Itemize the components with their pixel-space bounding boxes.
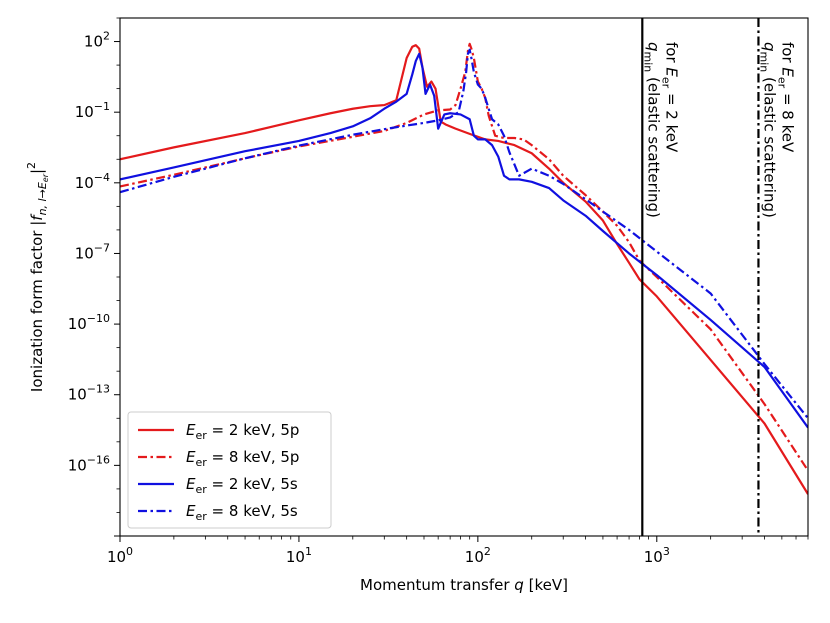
legend-label-1: Eer = 2 keV, 5p xyxy=(186,421,299,442)
qmin-label-2-line1: qmin (elastic scattering) xyxy=(757,42,778,218)
series-line-4 xyxy=(120,48,808,419)
legend-label-3: Eer = 2 keV, 5s xyxy=(186,475,298,496)
legend-box xyxy=(127,411,332,529)
qmin-label-2-line2: for Eer = 8 keV xyxy=(775,42,796,153)
series-line-1 xyxy=(120,44,808,495)
x-tick-label: 103 xyxy=(644,545,670,566)
x-tick-label: 100 xyxy=(107,545,133,566)
tick-layer: 100 101 102 103 102 10−1 10−4 10−7 10−10 10−13 10−… xyxy=(68,17,809,566)
qmin-label-1-line1: qmin (elastic scattering) xyxy=(641,42,662,218)
qmin-label-1-line2: for Eer = 2 keV xyxy=(659,42,680,153)
series-layer xyxy=(120,42,808,495)
y-tick-label: 10−16 xyxy=(68,453,110,474)
x-tick-label: 101 xyxy=(286,545,312,566)
y-tick-label: 10−13 xyxy=(68,383,110,404)
legend: Eer = 2 keV, 5p Eer = 8 keV, 5p Eer = 2 ke… xyxy=(127,411,332,529)
y-tick-label: 10−4 xyxy=(75,171,110,192)
y-tick-label: 10−10 xyxy=(68,312,110,333)
y-tick-label: 102 xyxy=(84,30,110,51)
vline-layer: qmin (elastic scattering)for Eer = 2 keV… xyxy=(641,18,796,536)
x-tick-label: 102 xyxy=(465,545,491,566)
y-axis-label: Ionization form factor |fn, l→Eer|2 xyxy=(25,162,50,392)
series-line-3 xyxy=(120,52,808,429)
legend-label-4: Eer = 8 keV, 5s xyxy=(186,502,298,523)
y-tick-label: 10−1 xyxy=(75,100,110,121)
legend-label-2: Eer = 8 keV, 5p xyxy=(186,448,299,469)
series-line-2 xyxy=(120,42,808,472)
x-axis-label: Momentum transfer q [keV] xyxy=(360,576,568,594)
y-tick-label: 10−7 xyxy=(75,241,110,262)
